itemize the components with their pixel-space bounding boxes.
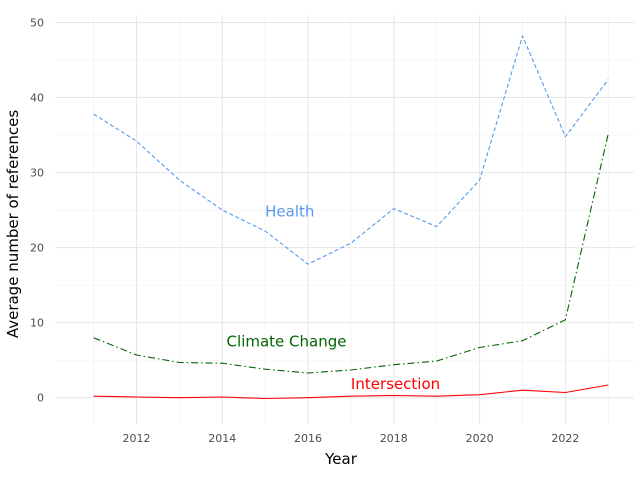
series-line-intersection — [93, 384, 609, 400]
y-tick-label: 50 — [30, 17, 44, 30]
series-labels: Health Climate Change Intersection — [227, 203, 441, 394]
x-tick-label: 2014 — [208, 432, 236, 445]
y-tick-label: 10 — [30, 317, 44, 330]
major-grid — [55, 15, 634, 424]
x-axis-ticks: 2012 2014 2016 2018 2020 2022 — [122, 432, 579, 445]
minor-grid — [55, 15, 634, 424]
series-label-climate-change: Climate Change — [227, 332, 347, 350]
series-label-intersection: Intersection — [351, 375, 440, 393]
series-line-health — [93, 35, 609, 265]
x-tick-label: 2020 — [466, 432, 494, 445]
y-axis-title: Average number of references — [4, 110, 22, 339]
y-tick-label: 30 — [30, 167, 44, 180]
x-axis-title: Year — [324, 450, 358, 468]
x-tick-label: 2016 — [294, 432, 322, 445]
y-tick-label: 0 — [37, 392, 44, 405]
y-axis-ticks: 0 10 20 30 40 50 — [30, 17, 44, 405]
x-tick-label: 2018 — [380, 432, 408, 445]
x-tick-label: 2022 — [551, 432, 579, 445]
series-label-health: Health — [265, 203, 314, 221]
x-tick-label: 2012 — [122, 432, 150, 445]
series-lines — [93, 35, 609, 400]
series-line-climate-change — [93, 133, 609, 374]
y-tick-label: 40 — [30, 92, 44, 105]
y-tick-label: 20 — [30, 242, 44, 255]
